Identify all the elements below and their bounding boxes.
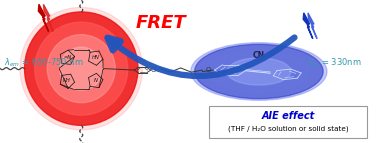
Ellipse shape: [209, 50, 309, 93]
FancyBboxPatch shape: [209, 106, 367, 138]
Ellipse shape: [47, 35, 115, 103]
Text: FRET: FRET: [135, 14, 186, 32]
Text: $\lambda_{ex}$ = 330nm: $\lambda_{ex}$ = 330nm: [306, 57, 362, 69]
FancyArrowPatch shape: [108, 37, 294, 76]
Ellipse shape: [60, 47, 103, 90]
Ellipse shape: [227, 58, 291, 85]
Ellipse shape: [35, 22, 128, 115]
Ellipse shape: [195, 44, 323, 99]
Text: CN: CN: [253, 51, 265, 60]
Polygon shape: [308, 13, 317, 39]
Polygon shape: [38, 4, 48, 31]
Text: O: O: [206, 67, 211, 73]
Ellipse shape: [191, 43, 327, 100]
Ellipse shape: [25, 12, 138, 125]
Text: HN: HN: [91, 55, 99, 60]
Ellipse shape: [20, 7, 143, 130]
Text: N: N: [93, 78, 98, 83]
Text: $\lambda_{em}$ = 650-750 nm: $\lambda_{em}$ = 650-750 nm: [4, 57, 84, 69]
Polygon shape: [43, 4, 53, 31]
Text: AIE effect: AIE effect: [262, 111, 315, 121]
Text: NH: NH: [63, 78, 71, 83]
Polygon shape: [303, 13, 313, 39]
Text: (THF / H₂O solution or solid state): (THF / H₂O solution or solid state): [228, 125, 349, 132]
Text: O: O: [150, 67, 156, 73]
Text: =N: =N: [63, 55, 71, 60]
